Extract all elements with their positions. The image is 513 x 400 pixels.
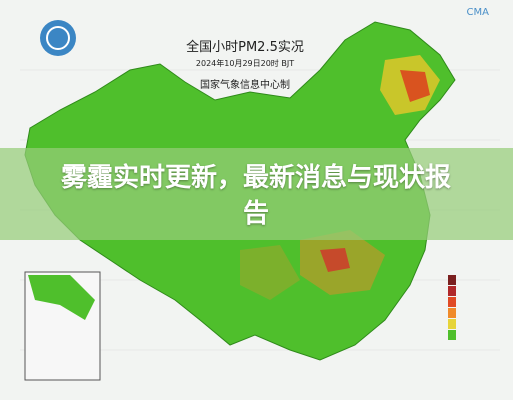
logo-ring <box>46 26 70 50</box>
map-title: 全国小时PM2.5实况 <box>186 40 304 55</box>
legend <box>448 275 456 340</box>
haze-area <box>240 245 300 300</box>
logo <box>40 20 76 56</box>
map-producer: 国家气象信息中心制 <box>200 80 290 91</box>
headline: 雾霾实时更新，最新消息与现状报告 <box>61 163 452 229</box>
haze-area <box>400 70 430 102</box>
map-time: 2024年10月29日20时 BJT <box>195 59 295 68</box>
haze-area <box>320 248 350 272</box>
inset-land <box>28 275 95 320</box>
brand: CMA <box>466 7 489 18</box>
banner <box>0 148 513 240</box>
